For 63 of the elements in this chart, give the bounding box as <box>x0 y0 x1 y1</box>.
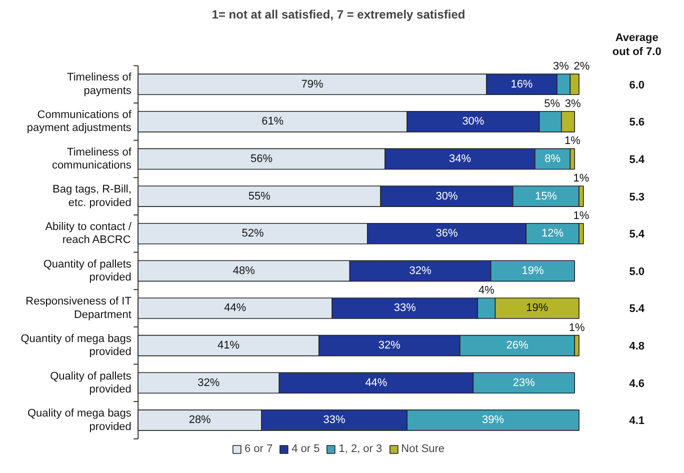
data-label: 79% <box>301 78 324 90</box>
y-tick-label: Quality of pallets provided <box>50 370 132 396</box>
data-label: 48% <box>232 264 256 277</box>
data-label: 28% <box>188 414 212 426</box>
y-tick-label: Bag tags, R-Bill, etc. provided <box>52 184 132 209</box>
data-label: 26% <box>506 340 529 352</box>
text: 4.6 <box>629 378 645 390</box>
data-label: 33% <box>323 414 346 426</box>
text: 4.1 <box>629 415 645 428</box>
legend-label: 1, 2, or 3 <box>338 443 382 455</box>
y-tick-label: Quality of mega bags provided <box>27 408 132 433</box>
data-label: 41% <box>217 340 240 352</box>
data-label: 12% <box>542 228 564 240</box>
text: 4.8 <box>629 340 645 353</box>
legend-label: 6 or 7 <box>244 443 273 455</box>
text: 6.0 <box>629 79 645 92</box>
text: Average out of 7.0 <box>612 32 662 58</box>
data-label: 44% <box>365 376 388 389</box>
data-label: 44% <box>224 302 246 314</box>
data-label: 23% <box>512 376 536 389</box>
y-tick-label: Timeliness of payments <box>67 72 132 97</box>
data-label: 3% <box>552 60 570 73</box>
data-label: 39% <box>482 414 504 426</box>
data-label: 55% <box>248 190 271 202</box>
data-label: 52% <box>242 228 264 240</box>
data-label: 4% <box>478 284 495 296</box>
data-label: 16% <box>510 78 533 90</box>
text: 5.6 <box>629 116 645 129</box>
data-label: 36% <box>436 228 458 240</box>
y-tick-label: Quantity of mega bags provided <box>20 332 132 358</box>
text: 5.0 <box>629 266 645 278</box>
data-label: 19% <box>526 302 548 314</box>
legend-label: Not Sure <box>401 443 445 455</box>
data-label: 1% <box>568 322 585 334</box>
y-tick-label: Ability to contact / reach ABCRC <box>45 221 132 246</box>
data-label: 19% <box>522 264 544 277</box>
y-tick-label: Communications of payment adjustments <box>26 109 132 134</box>
data-label: 1% <box>564 135 581 148</box>
y-tick-label: Timeliness of communications <box>52 146 132 172</box>
data-label: 34% <box>448 152 472 165</box>
legend-label: 4 or 5 <box>292 443 320 455</box>
data-label: 1% <box>573 210 590 222</box>
data-label: 33% <box>394 302 416 314</box>
data-label: 2% <box>574 60 590 73</box>
text: 5.4 <box>629 154 646 166</box>
data-label: 1% <box>573 172 590 185</box>
y-tick-label: Responsiveness of IT Department <box>26 296 132 321</box>
data-label: 32% <box>198 376 220 389</box>
data-label: 32% <box>409 264 432 277</box>
data-label: 5% <box>544 98 560 110</box>
data-label: 3% <box>564 98 582 110</box>
data-label: 30% <box>462 116 484 128</box>
data-label: 56% <box>250 152 273 165</box>
data-label: 15% <box>534 190 558 202</box>
text: 5.4 <box>629 228 646 241</box>
y-tick-label: Quantity of pallets provided <box>43 258 132 284</box>
text: 5.4 <box>629 303 646 316</box>
data-label: 8% <box>544 152 561 165</box>
data-label: 32% <box>378 340 401 352</box>
data-label: 30% <box>436 190 458 202</box>
chart-title: 1= not at all satisfied, 7 = extremely satisfied <box>212 8 466 22</box>
text: 5.3 <box>629 191 645 204</box>
data-label: 61% <box>262 116 284 128</box>
